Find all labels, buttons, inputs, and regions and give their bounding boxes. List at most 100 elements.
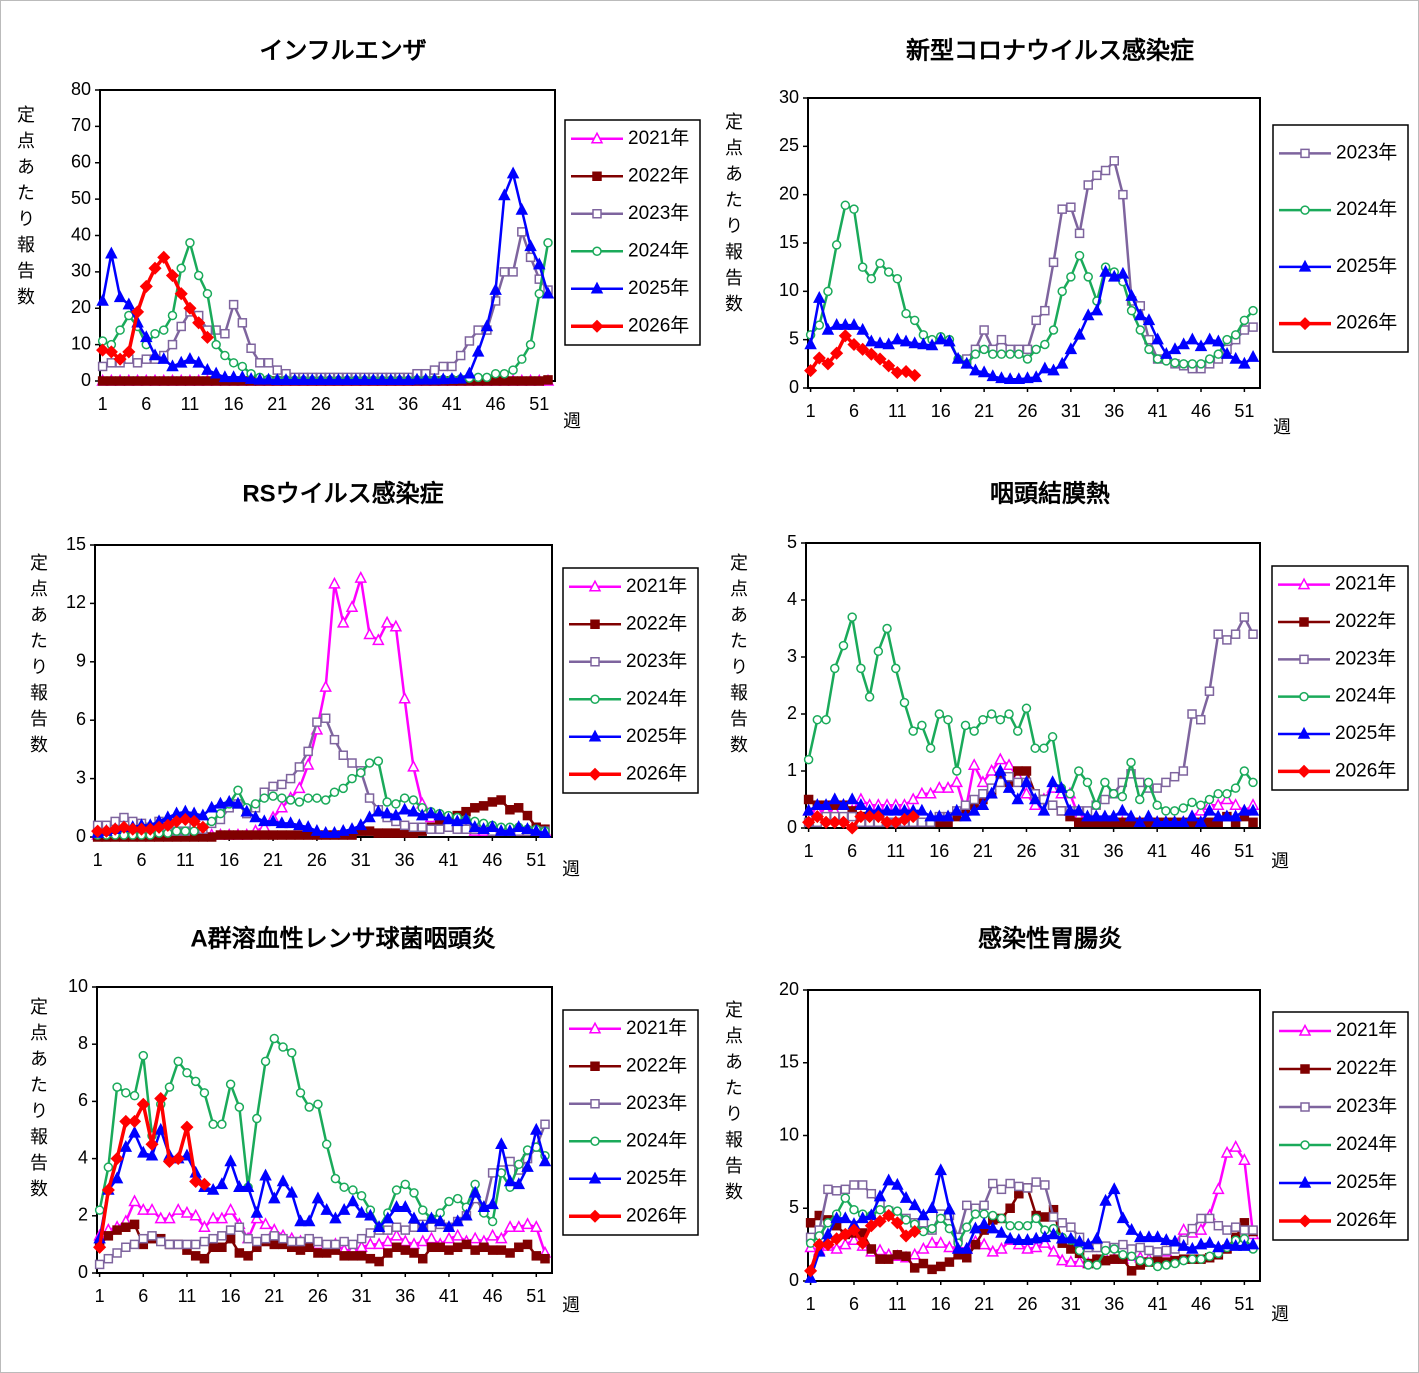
- data-point: [854, 810, 868, 824]
- data-point: [1222, 635, 1232, 645]
- data-point: [321, 1139, 332, 1150]
- data-point: [310, 824, 324, 836]
- data-point: [215, 808, 226, 819]
- legend-marker: [588, 1209, 602, 1223]
- data-point: [417, 822, 427, 833]
- data-point: [873, 352, 887, 366]
- x-tick-label: 6: [849, 1294, 859, 1314]
- data-point: [1031, 344, 1041, 355]
- data-point: [468, 820, 482, 833]
- data-point: [382, 797, 392, 807]
- legend-label: 2023年: [1336, 1095, 1397, 1117]
- data-point: [312, 793, 322, 803]
- data-point: [837, 798, 850, 810]
- data-point: [140, 330, 153, 343]
- x-tick-label: 21: [974, 1294, 994, 1314]
- data-point: [802, 815, 816, 829]
- data-point: [415, 808, 429, 821]
- legend-box: [562, 1009, 699, 1236]
- data-point: [1195, 800, 1206, 810]
- data-point: [847, 1223, 861, 1237]
- data-point: [1116, 266, 1130, 279]
- data-point: [1185, 809, 1199, 822]
- data-point: [336, 824, 350, 836]
- legend-label: 2025年: [1335, 722, 1396, 744]
- data-point: [159, 376, 169, 386]
- data-point: [176, 263, 186, 273]
- data-point: [996, 334, 1007, 345]
- data-point: [259, 1168, 272, 1181]
- data-point: [470, 1245, 480, 1255]
- x-tick-label: 1: [804, 841, 814, 861]
- data-point: [925, 1236, 939, 1248]
- data-point: [312, 717, 322, 727]
- data-point: [214, 796, 227, 809]
- legend-label: 2021年: [626, 1017, 687, 1039]
- x-tick-label: 41: [1148, 401, 1168, 421]
- legend-box: [564, 119, 701, 346]
- data-point: [174, 287, 188, 301]
- data-point: [522, 1239, 533, 1250]
- data-point: [356, 1251, 367, 1261]
- legend-label: 2021年: [1336, 1019, 1397, 1041]
- data-point: [433, 808, 446, 821]
- data-point: [233, 785, 243, 796]
- data-point: [1066, 202, 1076, 212]
- data-point: [891, 332, 904, 345]
- data-point: [840, 1184, 851, 1195]
- legend-label: 2024年: [626, 687, 687, 709]
- x-tick-label: 16: [219, 850, 239, 870]
- data-point: [244, 372, 258, 384]
- data-point: [363, 810, 376, 823]
- data-point: [240, 804, 253, 817]
- x-tick-label: 6: [138, 1286, 148, 1306]
- data-point: [182, 1068, 192, 1078]
- data-point: [1161, 1245, 1172, 1256]
- data-point: [986, 369, 1000, 382]
- data-point: [819, 815, 833, 829]
- data-point: [944, 1257, 955, 1267]
- data-point: [821, 357, 835, 371]
- x-tick-label: 41: [442, 394, 462, 414]
- data-point: [1169, 806, 1180, 816]
- data-point: [1074, 228, 1085, 239]
- data-point: [380, 806, 394, 819]
- x-tick-label: 6: [141, 394, 151, 414]
- y-tick-label: 6: [78, 1090, 88, 1110]
- data-point: [250, 1211, 264, 1224]
- y-tick-label: 40: [71, 224, 91, 244]
- data-point: [1144, 1245, 1154, 1256]
- data-point: [278, 1042, 288, 1052]
- data-point: [828, 815, 842, 829]
- data-point: [1005, 1220, 1015, 1231]
- data-point: [410, 372, 424, 385]
- data-point: [821, 1238, 835, 1252]
- x-tick-label: 11: [178, 1286, 197, 1306]
- data-point: [1056, 806, 1067, 816]
- data-point: [408, 795, 419, 805]
- data-point: [161, 818, 175, 832]
- plot-area: [807, 989, 1261, 1282]
- data-point: [1187, 359, 1198, 369]
- x-tick-label: 36: [395, 1286, 415, 1306]
- data-point: [442, 1220, 456, 1232]
- data-point: [329, 787, 340, 797]
- data-point: [197, 1177, 211, 1191]
- data-point: [517, 227, 527, 237]
- data-point: [94, 1205, 105, 1215]
- data-point: [444, 1245, 454, 1255]
- data-point: [830, 1211, 843, 1224]
- data-point: [1014, 1181, 1024, 1192]
- data-point: [180, 826, 191, 836]
- data-point: [196, 808, 210, 821]
- data-point: [927, 1223, 937, 1234]
- data-point: [101, 1183, 115, 1197]
- data-point: [540, 1253, 550, 1264]
- data-point: [812, 714, 823, 725]
- data-point: [1161, 1260, 1172, 1270]
- data-point: [1169, 771, 1180, 782]
- data-point: [950, 803, 963, 816]
- x-tick-label: 46: [1191, 401, 1211, 421]
- data-point: [253, 372, 267, 385]
